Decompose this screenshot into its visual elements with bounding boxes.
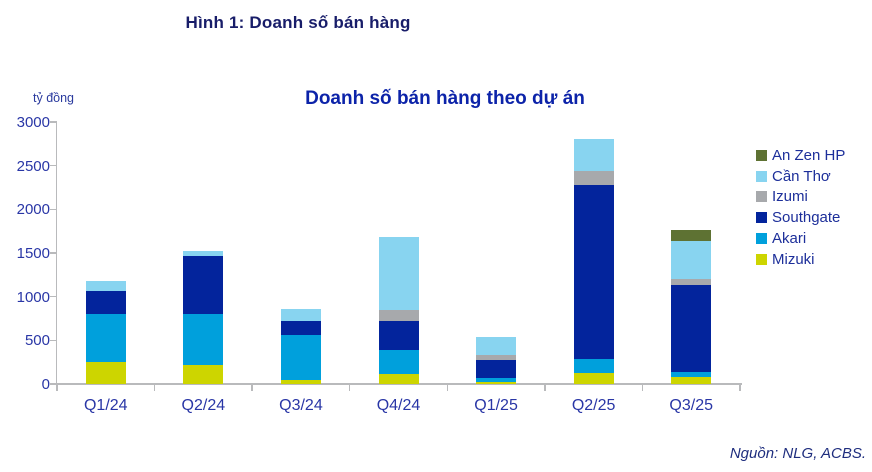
y-axis-tick-label: 2500 [16,157,50,175]
x-axis-category-label: Q3/25 [669,397,713,414]
bar-segment [280,309,321,322]
y-axis-tick-label: 1500 [16,245,50,262]
chart-title: Doanh số bán hàng theo dự án [305,88,585,109]
bar-segment [183,365,224,384]
bar-segment [378,320,419,350]
y-axis-tick-label: 0 [41,376,50,393]
legend-color-swatch [756,149,767,161]
y-axis-tick [50,339,57,342]
legend-color-swatch [756,170,767,182]
bar-segment [671,230,712,242]
y-axis-tick-label: 2000 [16,201,50,219]
bar-segment [280,334,321,380]
x-axis-tick [251,385,253,391]
bar-segment [671,278,712,285]
bar-segment [378,373,419,384]
bar-segment [671,371,712,377]
x-axis-category-label: Q2/24 [181,397,226,414]
y-axis-tick [50,208,57,211]
bar-segment [280,321,321,335]
legend-label: Southgate [772,209,841,227]
x-axis-line [57,383,742,385]
legend-item: Cần Thơ [756,166,845,187]
bar-segment [183,314,224,366]
x-axis-category-label: Q4/24 [376,397,421,414]
legend-label: Izumi [772,188,808,206]
legend-color-swatch [756,253,767,265]
figure-title: Hình 1: Doanh số bán hàng [185,13,411,32]
legend-item: An Zen HP [756,145,845,166]
source-note: Nguồn: NLG, ACBS. [729,445,866,462]
x-axis-tick [153,385,156,391]
legend-item: Izumi [756,187,845,208]
bar-segment [573,139,614,172]
bar-segment [378,309,419,321]
legend-item: Southgate [756,207,845,228]
bar-segment [85,362,126,384]
legend: An Zen HP Cần Thơ Izumi Southgate Akari Mizuk… [756,145,845,270]
bar-segment [476,355,517,360]
legend-color-swatch [756,212,767,224]
y-axis-tick [50,295,57,298]
x-axis-tick [348,385,351,391]
y-axis-tick [50,121,57,123]
y-axis-tick-label: 3000 [16,114,50,131]
bar-segment [183,255,224,315]
legend-label: Cần Thơ [772,167,831,185]
bar-segment [183,250,224,256]
legend-label: Mizuki [772,250,815,268]
x-axis-tick [446,385,449,391]
bar-segment [671,284,712,372]
bar-segment [85,281,126,291]
legend-label: An Zen HP [772,146,846,164]
x-axis-tick [739,385,741,391]
y-axis-tick [50,252,57,254]
x-axis-tick [641,385,644,391]
bar-segment [85,314,126,363]
bar-segment [671,241,712,279]
x-axis-category-label: Q2/25 [571,397,616,414]
bar-segment [671,376,712,384]
y-axis-tick [50,383,57,385]
y-axis-tick-label: 500 [24,332,50,350]
legend-label: Akari [772,230,807,248]
bar-segment [476,378,517,382]
x-axis-tick [544,385,546,391]
x-axis-category-label: Q1/24 [83,397,128,414]
bar-segment [476,336,517,356]
bar-segment [85,290,126,315]
x-axis-category-label: Q1/25 [474,397,518,414]
legend-color-swatch [756,191,767,203]
legend-color-swatch [756,233,767,245]
bar-segment [573,171,614,186]
y-axis-unit-label: tỷ đồng [33,91,75,105]
x-axis-tick [56,385,58,391]
bar-segment [378,349,419,374]
y-axis-tick [50,164,57,167]
legend-item: Akari [756,228,845,249]
bar-segment [573,359,614,374]
bar-segment [476,381,517,384]
bar-segment [476,359,517,379]
bar-segment [573,185,614,360]
y-axis-tick-label: 1000 [16,288,50,306]
x-axis-category-label: Q3/24 [279,397,323,414]
legend-item: Mizuki [756,249,845,270]
bar-segment [280,379,321,384]
bar-segment [378,237,419,310]
bar-segment [573,373,614,384]
